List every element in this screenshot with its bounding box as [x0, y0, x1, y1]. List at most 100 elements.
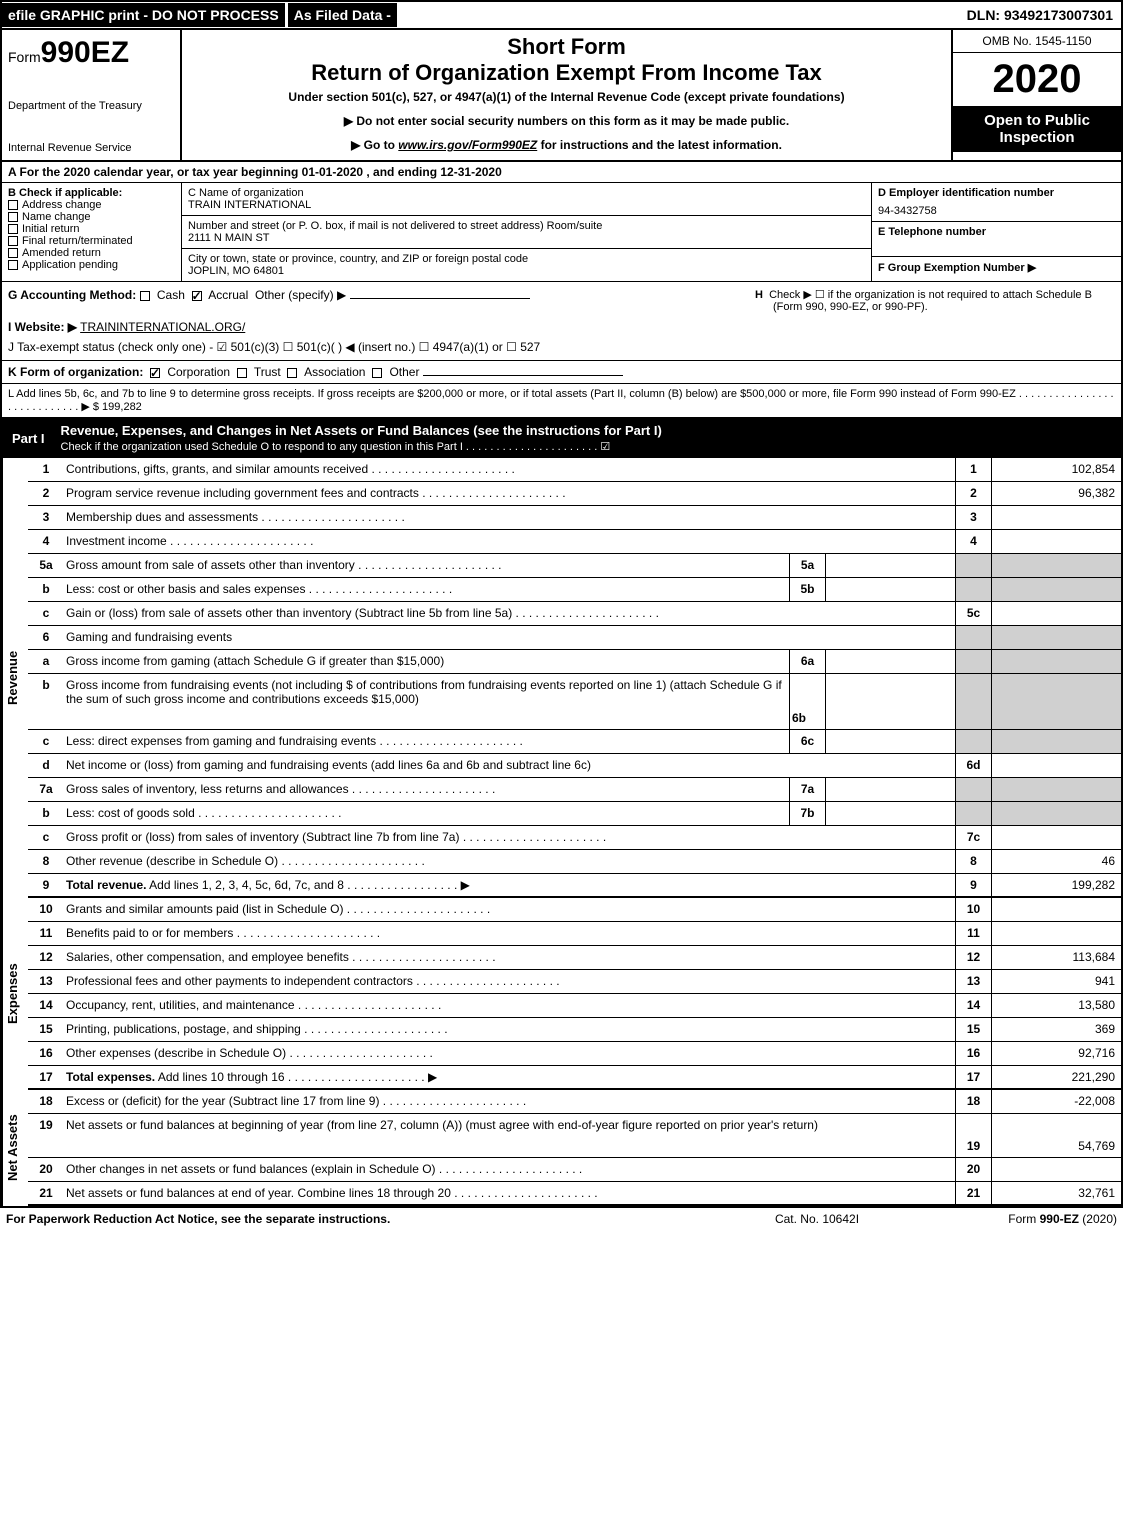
expenses-sidelabel: Expenses — [2, 898, 28, 1090]
c-label: C Name of organization — [188, 187, 865, 199]
line-6c-desc: Less: direct expenses from gaming and fu… — [64, 730, 789, 753]
l-gross-receipts: L Add lines 5b, 6c, and 7b to line 9 to … — [2, 384, 1121, 419]
group-exemption-block: F Group Exemption Number ▶ — [872, 257, 1121, 278]
line-3-desc: Membership dues and assessments — [64, 506, 955, 529]
checkbox-amended-return[interactable]: Amended return — [8, 247, 175, 259]
line-5b-desc: Less: cost or other basis and sales expe… — [64, 578, 789, 601]
line-18-desc: Excess or (deficit) for the year (Subtra… — [64, 1090, 955, 1113]
open-to-public: Open to Public Inspection — [953, 106, 1121, 152]
line-5c-value — [991, 602, 1121, 625]
form-990ez-page: efile GRAPHIC print - DO NOT PROCESS As … — [0, 0, 1123, 1208]
website-link[interactable]: TRAININTERNATIONAL.ORG/ — [80, 320, 245, 334]
cat-number: Cat. No. 10642I — [717, 1212, 917, 1226]
line-8-desc: Other revenue (describe in Schedule O) — [64, 850, 955, 873]
checkbox-other[interactable] — [372, 368, 382, 378]
part-1-title: Revenue, Expenses, and Changes in Net As… — [55, 419, 1121, 457]
checkbox-name-change[interactable]: Name change — [8, 211, 175, 223]
line-1-value: 102,854 — [991, 458, 1121, 481]
paperwork-notice: For Paperwork Reduction Act Notice, see … — [6, 1212, 717, 1226]
b-label: B Check if applicable: — [8, 187, 175, 199]
line-6-desc: Gaming and fundraising events — [64, 626, 955, 649]
line-10-desc: Grants and similar amounts paid (list in… — [64, 898, 955, 921]
checkbox-corporation[interactable] — [150, 368, 160, 378]
checkbox-association[interactable] — [287, 368, 297, 378]
checkbox-address-change[interactable]: Address change — [8, 199, 175, 211]
tax-year: 2020 — [953, 53, 1121, 106]
net-assets-sidelabel: Net Assets — [2, 1090, 28, 1206]
line-4-value — [991, 530, 1121, 553]
line-20-value — [991, 1158, 1121, 1181]
form-number-block: Form990EZ — [8, 36, 174, 70]
part-1-header: Part I Revenue, Expenses, and Changes in… — [2, 419, 1121, 458]
h-text1: Check ▶ ☐ if the organization is not req… — [769, 289, 1092, 301]
line-19-value: 54,769 — [991, 1114, 1121, 1157]
line-21-desc: Net assets or fund balances at end of ye… — [64, 1182, 955, 1204]
revenue-sidelabel: Revenue — [2, 458, 28, 898]
checkbox-accrual[interactable] — [192, 291, 202, 301]
line-15-value: 369 — [991, 1018, 1121, 1041]
line-7a-value — [825, 778, 955, 801]
revenue-section: Revenue 1Contributions, gifts, grants, a… — [2, 458, 1121, 898]
checkbox-cash[interactable] — [140, 291, 150, 301]
h-label: H — [755, 289, 763, 301]
city-label: City or town, state or province, country… — [188, 253, 865, 265]
h-text2: (Form 990, 990-EZ, or 990-PF). — [755, 301, 1115, 313]
line-17-desc: Total expenses. Add lines 10 through 16 … — [64, 1066, 955, 1088]
line-8-value: 46 — [991, 850, 1121, 873]
checkbox-trust[interactable] — [237, 368, 247, 378]
j-tax-exempt: J Tax-exempt status (check only one) - ☑… — [8, 340, 755, 354]
checkbox-final-return[interactable]: Final return/terminated — [8, 235, 175, 247]
part-1-tag: Part I — [2, 427, 55, 450]
line-5a-value — [825, 554, 955, 577]
line-4-desc: Investment income — [64, 530, 955, 553]
line-7c-value — [991, 826, 1121, 849]
city-state-zip: JOPLIN, MO 64801 — [188, 265, 865, 277]
line-7b-value — [825, 802, 955, 825]
line-13-desc: Professional fees and other payments to … — [64, 970, 955, 993]
street-block: Number and street (or P. O. box, if mail… — [182, 216, 871, 249]
goto-link[interactable]: ▶ Go to www.irs.gov/Form990EZ for instru… — [190, 138, 943, 152]
line-17-value: 221,290 — [991, 1066, 1121, 1088]
line-21-value: 32,761 — [991, 1182, 1121, 1204]
form-title: Return of Organization Exempt From Incom… — [190, 60, 943, 86]
phone-value — [878, 238, 1115, 252]
org-name: TRAIN INTERNATIONAL — [188, 199, 865, 211]
dln-number: DLN: 93492173007301 — [959, 3, 1121, 27]
addr-label: Number and street (or P. O. box, if mail… — [188, 220, 865, 232]
short-form-label: Short Form — [190, 34, 943, 60]
form-prefix: Form — [8, 49, 41, 65]
line-10-value — [991, 898, 1121, 921]
line-11-desc: Benefits paid to or for members — [64, 922, 955, 945]
line-9-value: 199,282 — [991, 874, 1121, 896]
line-20-desc: Other changes in net assets or fund bala… — [64, 1158, 955, 1181]
line-7c-desc: Gross profit or (loss) from sales of inv… — [64, 826, 955, 849]
line-1-desc: Contributions, gifts, grants, and simila… — [64, 458, 955, 481]
line-6d-desc: Net income or (loss) from gaming and fun… — [64, 754, 955, 777]
line-16-desc: Other expenses (describe in Schedule O) — [64, 1042, 955, 1065]
line-5b-value — [825, 578, 955, 601]
f-label: F Group Exemption Number ▶ — [878, 262, 1036, 274]
efile-banner: efile GRAPHIC print - DO NOT PROCESS — [2, 3, 285, 27]
line-14-value: 13,580 — [991, 994, 1121, 1017]
k-form-of-org: K Form of organization: Corporation Trus… — [2, 361, 1121, 384]
section-b-to-f: B Check if applicable: Address change Na… — [2, 183, 1121, 282]
line-6a-desc: Gross income from gaming (attach Schedul… — [64, 650, 789, 673]
org-name-block: C Name of organization TRAIN INTERNATION… — [182, 183, 871, 216]
form-number: 990EZ — [41, 36, 129, 69]
form-subtitle: Under section 501(c), 527, or 4947(a)(1)… — [190, 90, 943, 104]
checkbox-application-pending[interactable]: Application pending — [8, 259, 175, 271]
row-a-tax-year: A For the 2020 calendar year, or tax yea… — [2, 162, 1121, 183]
ein-block: D Employer identification number 94-3432… — [872, 183, 1121, 222]
line-9-desc: Total revenue. Add lines 1, 2, 3, 4, 5c,… — [64, 874, 955, 896]
section-g-h: G Accounting Method: Cash Accrual Other … — [2, 282, 1121, 361]
page-footer: For Paperwork Reduction Act Notice, see … — [0, 1208, 1123, 1230]
topbar: efile GRAPHIC print - DO NOT PROCESS As … — [2, 2, 1121, 30]
expenses-section: Expenses 10Grants and similar amounts pa… — [2, 898, 1121, 1090]
line-12-desc: Salaries, other compensation, and employ… — [64, 946, 955, 969]
city-block: City or town, state or province, country… — [182, 249, 871, 281]
form-footer-label: Form 990-EZ (2020) — [917, 1212, 1117, 1226]
irs-label: Internal Revenue Service — [8, 142, 174, 154]
checkbox-initial-return[interactable]: Initial return — [8, 223, 175, 235]
line-13-value: 941 — [991, 970, 1121, 993]
line-16-value: 92,716 — [991, 1042, 1121, 1065]
